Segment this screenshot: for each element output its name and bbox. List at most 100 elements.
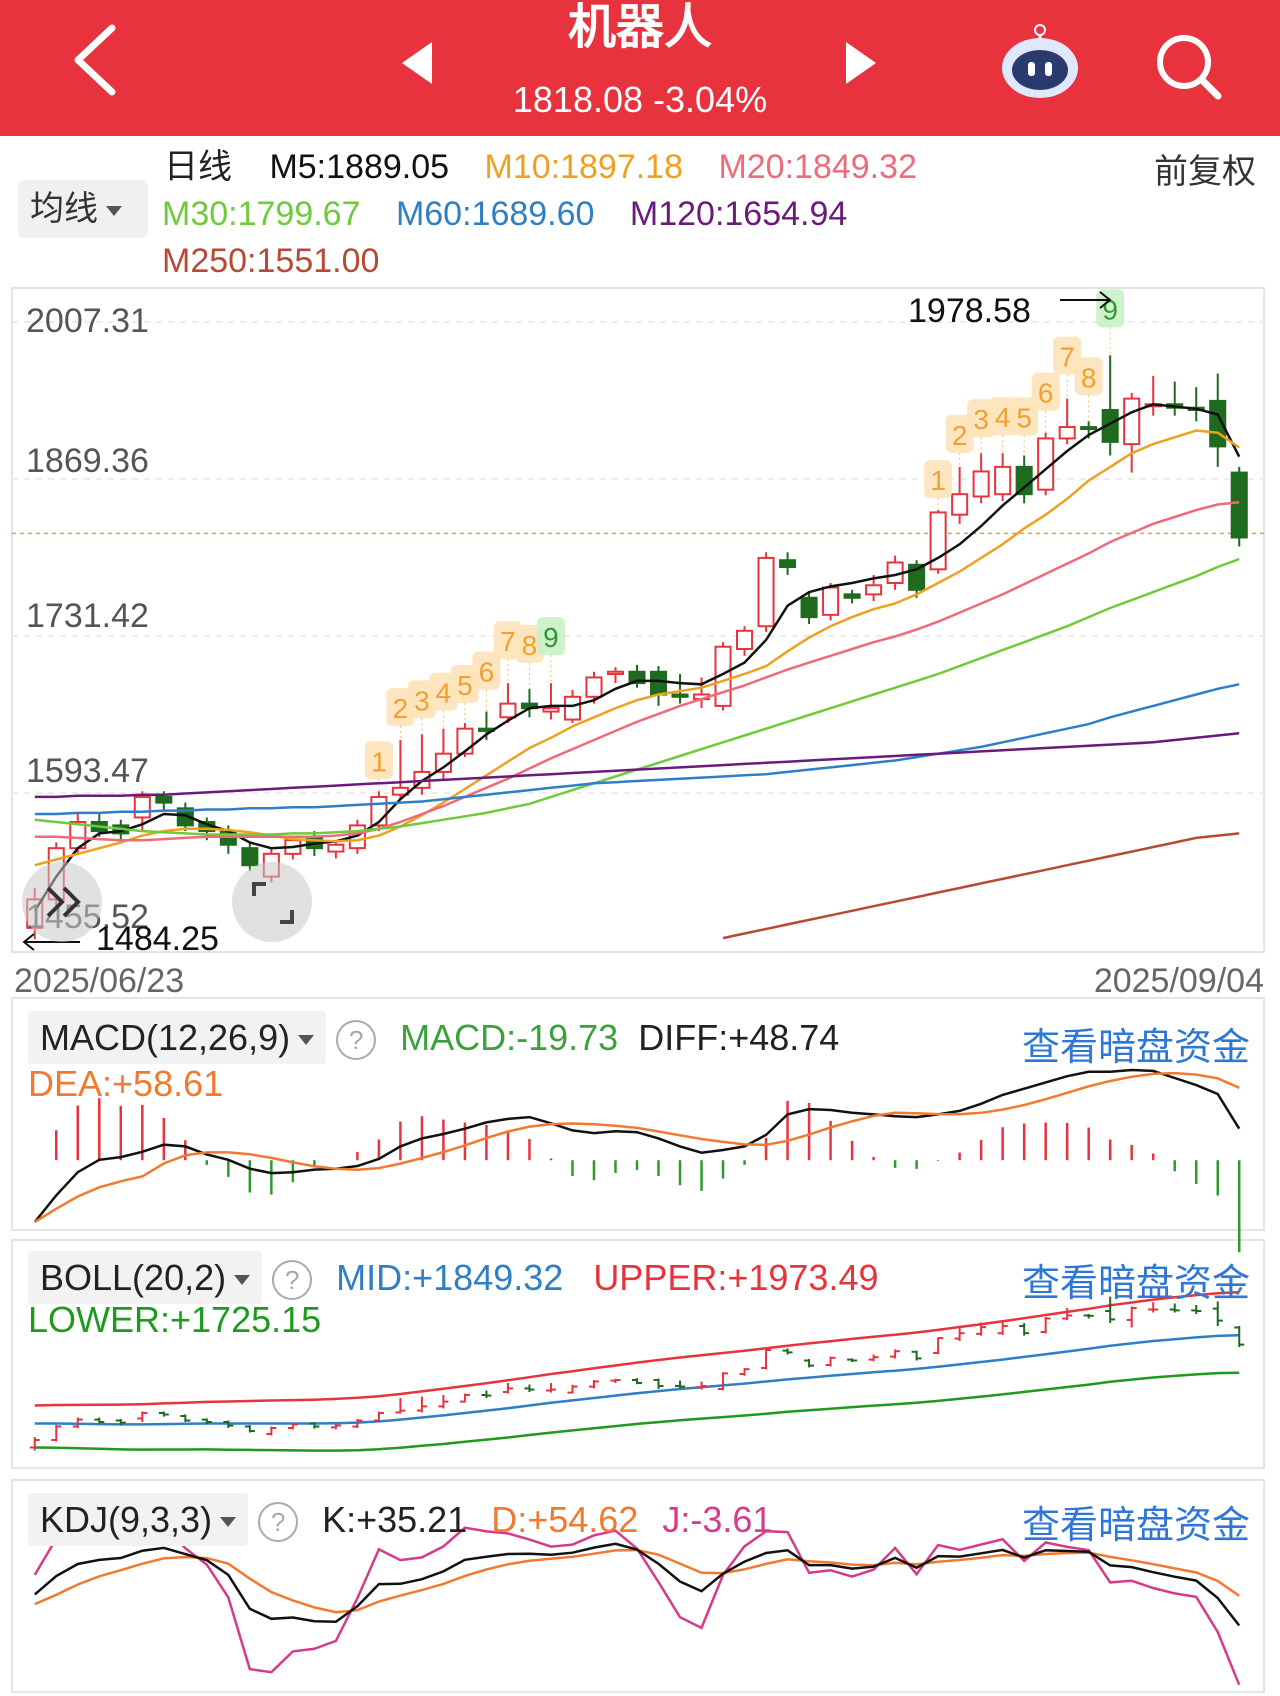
ma10-value: M10:1897.18 (484, 148, 684, 186)
search-icon[interactable] (1148, 26, 1228, 106)
ma20-value: M20:1849.32 (718, 148, 917, 186)
kdj-select[interactable]: KDJ(9,3,3) (28, 1493, 249, 1546)
candle-body (542, 707, 560, 713)
td-mark-label: 4 (995, 402, 1011, 433)
diff-value: DIFF:+48.74 (638, 1017, 840, 1058)
ma-type-label: 均线 (30, 190, 98, 228)
candle-body (1080, 426, 1098, 431)
td-mark-badge (407, 680, 436, 719)
price-change: 1818.08 -3.04% (440, 78, 840, 122)
robot-assistant-icon[interactable] (996, 22, 1084, 102)
high-arrow-icon (1060, 291, 1112, 309)
boll-header: BOLL(20,2) ? MID:+1849.32 UPPER:+1973.49 (28, 1251, 879, 1304)
fullscreen-button[interactable] (232, 862, 312, 942)
td-mark-label: 2 (952, 420, 968, 451)
candle-body (736, 629, 754, 650)
ma5-value: M5:1889.05 (269, 148, 450, 186)
boll-lower-line (34, 1371, 1240, 1452)
td-mark-badge (536, 617, 565, 656)
chevron-down-icon (220, 1517, 237, 1528)
macd-dea-line (34, 1071, 1240, 1224)
macd-value: MACD:-19.73 (400, 1017, 619, 1058)
td-mark-label: 1 (930, 465, 946, 496)
candle-body (757, 556, 775, 628)
ma-line-m60 (34, 683, 1240, 816)
ma-legend-row-2: M30:1799.67 M60:1689.60 M120:1654.94 (162, 193, 847, 235)
kdj-header: KDJ(9,3,3) ? K:+35.21 D:+54.62 J:-3.61 (28, 1493, 773, 1546)
ma250-value: M250:1551.00 (162, 242, 380, 280)
chevron-down-icon (298, 1035, 315, 1046)
low-price-label: 1484.25 (96, 920, 219, 958)
candle-body (585, 676, 603, 698)
high-price-label: 1978.58 (908, 292, 1031, 330)
fullscreen-icon (252, 882, 294, 924)
ma60-value: M60:1689.60 (395, 195, 595, 233)
td-mark-label: 7 (1059, 342, 1075, 373)
back-icon[interactable] (64, 20, 134, 100)
td-mark-label: 4 (436, 678, 452, 709)
td-mark-badge (515, 624, 544, 663)
dark-pool-link-kdj[interactable]: 查看暗盘资金 (1021, 1505, 1250, 1547)
boll-select[interactable]: BOLL(20,2) (28, 1251, 263, 1304)
candle-body (822, 586, 840, 616)
td-mark-badge (472, 651, 501, 690)
kdj-j-value: J:-3.61 (662, 1499, 773, 1540)
stock-title: 机器人 (567, 1, 712, 54)
ma-line-m10 (34, 429, 1240, 867)
candle-body (1230, 471, 1248, 539)
td-mark-label: 2 (393, 693, 409, 724)
chevron-down-icon (234, 1275, 251, 1286)
help-icon[interactable]: ? (336, 1020, 377, 1061)
help-icon[interactable]: ? (272, 1260, 313, 1301)
macd-select[interactable]: MACD(12,26,9) (28, 1011, 327, 1064)
td-mark-badge (1074, 357, 1103, 396)
candle-body (176, 807, 194, 827)
td-mark-badge (1053, 336, 1082, 375)
header-bar: 机器人 1818.08 -3.04% (0, 0, 1280, 136)
td-mark-badge (1010, 397, 1039, 436)
date-start: 2025/06/23 (14, 962, 185, 1000)
td-mark-badge (450, 664, 479, 703)
next-stock-icon[interactable] (840, 38, 880, 88)
ma120-value: M120:1654.94 (629, 195, 848, 233)
candle-body (628, 670, 646, 685)
ma-type-select[interactable]: 均线 (18, 180, 148, 238)
ma-line-m250 (722, 832, 1240, 940)
price-tick-1: 2007.31 (26, 302, 149, 340)
help-icon[interactable]: ? (258, 1502, 299, 1543)
current-price: 1818.08 (512, 79, 644, 120)
td-mark-label: 5 (457, 670, 473, 701)
ma30-value: M30:1799.67 (162, 195, 361, 233)
candle-body (843, 593, 861, 599)
boll-panel-frame (11, 1239, 1265, 1469)
candle-body (1015, 465, 1033, 496)
candle-body (499, 702, 517, 719)
dark-pool-link-macd[interactable]: 查看暗盘资金 (1021, 1027, 1250, 1069)
ma-line-m20 (34, 500, 1240, 842)
adjust-type-button[interactable]: 前复权 (1154, 153, 1256, 191)
candle-body (1058, 426, 1076, 440)
prev-stock-icon[interactable] (398, 38, 438, 88)
boll-mid-line (34, 1334, 1240, 1426)
candle-body (155, 795, 173, 804)
candle-body (994, 465, 1012, 496)
td-mark-label: 6 (1038, 378, 1054, 409)
dark-pool-link-boll[interactable]: 查看暗盘资金 (1021, 1263, 1250, 1305)
candle-body (951, 493, 969, 516)
boll-upper-value: UPPER:+1973.49 (593, 1257, 879, 1298)
price-tick-3: 1731.42 (26, 597, 149, 635)
boll-upper-line (34, 1290, 1240, 1407)
td-mark-badge (493, 621, 522, 660)
candle-body (1101, 408, 1119, 443)
td-mark-label: 1 (371, 746, 387, 777)
main-panel-frame (11, 287, 1265, 953)
td-mark-badge (386, 688, 415, 727)
candle-body (241, 847, 259, 867)
candle-body (800, 596, 818, 619)
period-label: 日线 (164, 148, 232, 186)
td-mark-label: 6 (479, 657, 495, 688)
td-mark-label: 3 (414, 685, 430, 716)
candle-body (563, 695, 582, 721)
macd-panel-frame (11, 997, 1265, 1231)
